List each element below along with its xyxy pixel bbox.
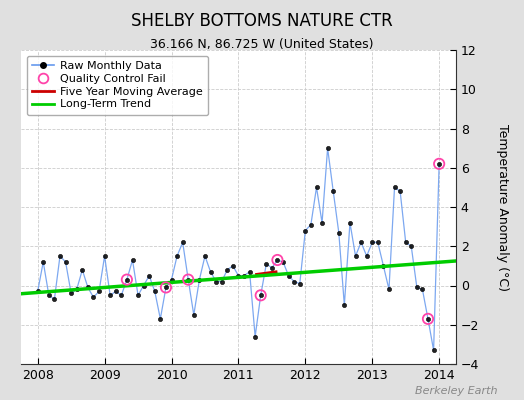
Point — [123, 276, 131, 283]
Point — [273, 257, 281, 263]
Legend: Raw Monthly Data, Quality Control Fail, Five Year Moving Average, Long-Term Tren: Raw Monthly Data, Quality Control Fail, … — [27, 56, 208, 115]
Y-axis label: Temperature Anomaly (°C): Temperature Anomaly (°C) — [496, 124, 509, 290]
Text: 36.166 N, 86.725 W (United States): 36.166 N, 86.725 W (United States) — [150, 38, 374, 51]
Point — [184, 276, 192, 283]
Point — [162, 284, 170, 291]
Point — [435, 161, 443, 167]
Text: Berkeley Earth: Berkeley Earth — [416, 386, 498, 396]
Point — [257, 292, 265, 298]
Point — [424, 316, 432, 322]
Text: SHELBY BOTTOMS NATURE CTR: SHELBY BOTTOMS NATURE CTR — [131, 12, 393, 30]
